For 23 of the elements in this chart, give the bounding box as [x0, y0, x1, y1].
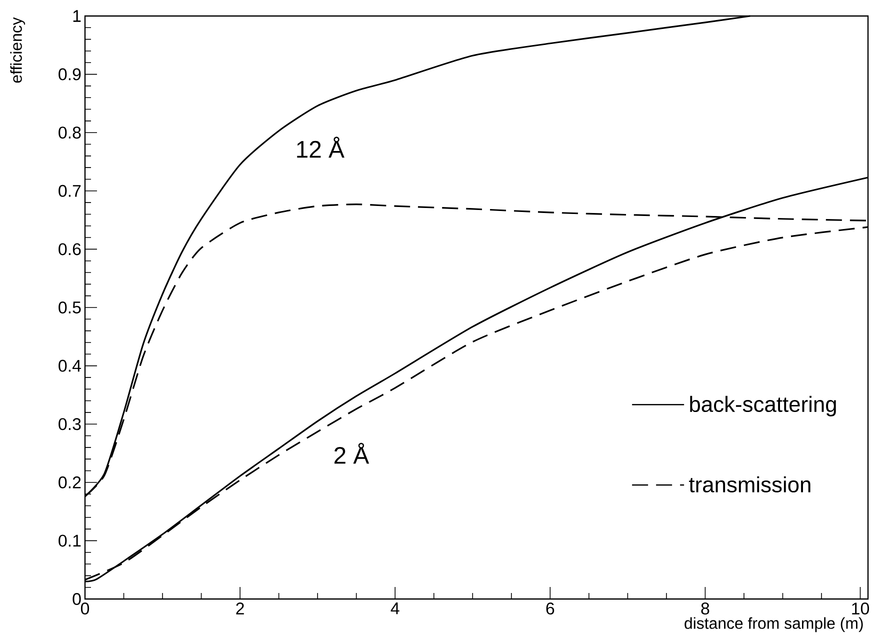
y-tick-label: 0.2: [58, 476, 81, 488]
x-tick-label: 0: [80, 602, 90, 615]
x-tick-label: 10: [852, 602, 870, 615]
y-tick-label: 0.9: [58, 68, 81, 80]
y-tick-label: 0: [72, 593, 81, 605]
y-tick-label: 1: [73, 10, 81, 22]
y-axis-title: efficiency: [10, 17, 26, 83]
legend-label: transmission: [689, 476, 810, 492]
y-tick-label: 0.6: [58, 243, 81, 256]
y-tick-label: 0.5: [58, 302, 81, 314]
y-tick-label: 0.7: [58, 184, 81, 197]
x-axis-title: distance from sample (m): [684, 617, 863, 632]
y-tick-label: 0.4: [58, 360, 81, 372]
legend-label: back-scattering: [690, 396, 836, 416]
x-tick-label: 2: [236, 602, 244, 614]
y-tick-label: 0.8: [58, 126, 81, 139]
x-tick-label: 6: [546, 602, 554, 615]
y-tick-label: 0.3: [58, 418, 81, 430]
annotation: 12 Å: [297, 136, 344, 158]
x-tick-label: 8: [701, 602, 710, 615]
y-tick-label: 0.1: [58, 534, 81, 547]
annotation: 2 Å: [334, 442, 370, 464]
x-tick-label: 4: [390, 602, 400, 614]
